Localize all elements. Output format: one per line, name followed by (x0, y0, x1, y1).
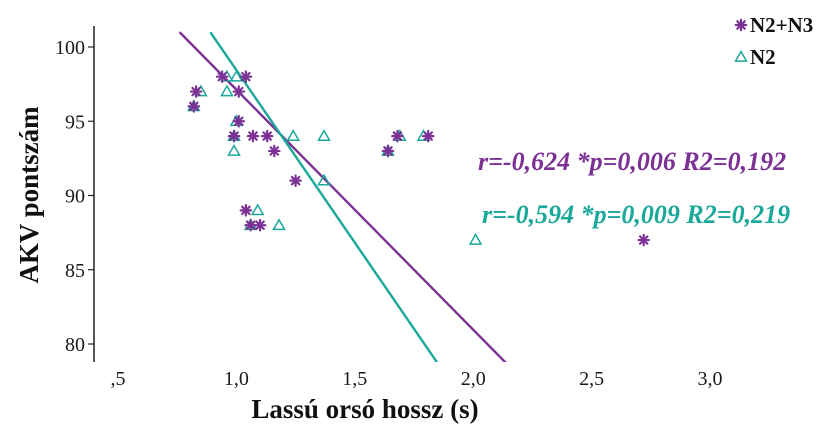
data-point-n2 (317, 129, 331, 141)
data-point-n2-n3 (289, 174, 302, 187)
fit-line-n2 (209, 31, 439, 362)
data-point-n2-n3 (232, 114, 246, 128)
data-point-n2 (468, 233, 483, 245)
data-point-n2-n3 (189, 85, 203, 98)
legend-label-n2: N2 (750, 45, 776, 69)
fit-line-n2-n3 (178, 31, 507, 362)
data-point-n2 (227, 143, 241, 156)
data-point-n2 (250, 203, 265, 216)
x-tick-label: 3,0 (698, 368, 723, 390)
y-tick-label: 95 (65, 111, 85, 133)
legend-triangle-icon (734, 49, 748, 62)
legend-marker-n2-n3 (734, 18, 748, 32)
data-point-n2-n3 (421, 129, 435, 143)
y-axis-title: AKV pontszám (14, 106, 44, 284)
data-point-n2 (229, 69, 244, 82)
x-axis-title: Lassú orsó hossz (s) (251, 394, 478, 424)
legend-asterisk-icon (734, 18, 748, 32)
annotation-n2: r=-0,594 *p=0,009 R2=0,219 (482, 200, 790, 229)
annotation-n2-n3: r=-0,624 *p=0,006 R2=0,192 (478, 147, 786, 176)
y-tick-label: 85 (65, 260, 85, 282)
data-point-n2-n3 (260, 129, 274, 143)
x-tick-label: 1,5 (342, 368, 367, 390)
y-tick-label: 100 (55, 37, 85, 59)
data-point-n2 (272, 218, 286, 231)
data-point-n2-n3 (239, 204, 253, 217)
data-point-n2-n3 (215, 70, 229, 84)
data-point-n2-n3 (253, 218, 267, 232)
legend-marker-n2 (734, 49, 748, 62)
data-point-n2-n3 (267, 144, 281, 158)
legend-label-n2-n3: N2+N3 (750, 13, 813, 37)
y-tick-label: 90 (65, 186, 85, 208)
data-point-n2 (220, 84, 234, 97)
x-tick-label: 2,5 (579, 368, 604, 390)
y-tick-label: 80 (65, 334, 85, 356)
data-point-n2-n3 (187, 100, 201, 113)
data-point-n2 (317, 173, 331, 186)
data-point-n2-n3 (637, 233, 650, 247)
data-point-n2-n3 (227, 129, 241, 143)
x-tick-label: ,5 (111, 368, 126, 390)
legend: N2+N3 N2 (734, 13, 813, 69)
fit-lines (178, 31, 507, 362)
data-point-n2 (286, 129, 301, 141)
data-point-n2-n3 (381, 144, 395, 158)
x-tick-label: 2,0 (461, 368, 486, 390)
data-point-n2-n3 (246, 129, 260, 143)
data-point-n2-n3 (239, 70, 253, 84)
x-tick-label: 1,0 (224, 368, 249, 390)
y-axis-ticks: 80 85 90 95 100 (55, 37, 94, 356)
data-point-n2-n3 (232, 85, 246, 98)
x-axis-ticks: ,5 1,0 1,5 2,0 2,5 3,0 (111, 368, 723, 390)
data-point-n2-n3 (391, 129, 404, 143)
data-points (186, 69, 650, 247)
